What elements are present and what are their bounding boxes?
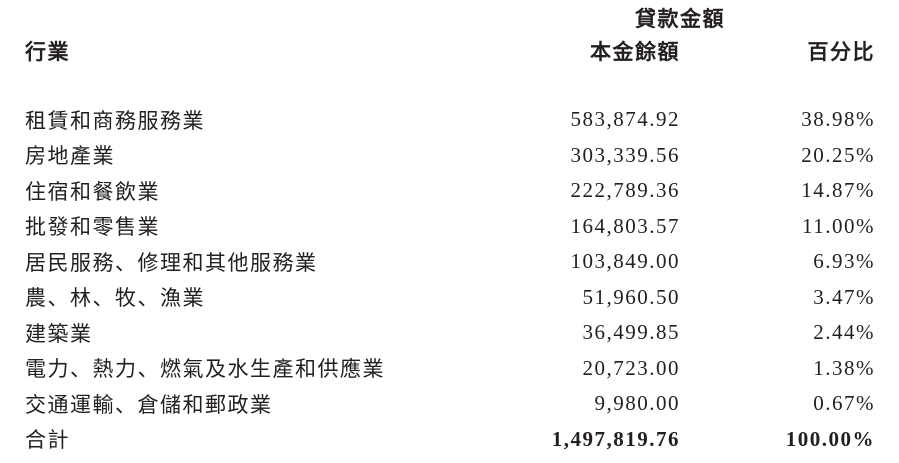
principal-cell: 583,874.92 <box>570 107 680 132</box>
percentage-cell: 38.98% <box>801 107 875 132</box>
column-header-principal: 本金餘額 <box>590 40 680 64</box>
principal-cell: 164,803.57 <box>570 213 680 238</box>
percentage-cell: 20.25% <box>801 142 875 167</box>
table-row: 住宿和餐飲業 222,789.36 14.87% <box>25 173 875 209</box>
table-row: 交通運輸、倉儲和郵政業 9,980.00 0.67% <box>25 386 875 422</box>
header-body-gap <box>25 66 875 102</box>
column-header-percentage: 百分比 <box>807 40 875 64</box>
principal-cell: 222,789.36 <box>570 178 680 203</box>
table-row: 建築業 36,499.85 2.44% <box>25 315 875 351</box>
industry-cell: 交通運輸、倉儲和郵政業 <box>25 392 273 417</box>
table-row: 批發和零售業 164,803.57 11.00% <box>25 209 875 245</box>
principal-cell: 303,339.56 <box>570 142 680 167</box>
group-header-loan-amount: 貸款金額 <box>635 7 725 31</box>
percentage-cell: 0.67% <box>813 391 875 416</box>
column-header-industry: 行業 <box>25 40 70 64</box>
industry-cell: 批發和零售業 <box>25 215 160 240</box>
table-column-header-row: 行業 本金餘額 百分比 <box>25 36 875 66</box>
industry-cell: 租賃和商務服務業 <box>25 108 205 133</box>
percentage-cell: 11.00% <box>802 213 875 238</box>
table-row: 租賃和商務服務業 583,874.92 38.98% <box>25 102 875 138</box>
industry-cell: 電力、熱力、燃氣及水生產和供應業 <box>25 357 385 382</box>
industry-cell: 房地產業 <box>25 144 115 169</box>
principal-cell: 20,723.00 <box>582 355 680 380</box>
table-group-header-row: 貸款金額 <box>25 0 875 36</box>
percentage-cell: 14.87% <box>801 178 875 203</box>
principal-cell: 36,499.85 <box>582 320 680 345</box>
total-principal-cell: 1,497,819.76 <box>551 426 680 451</box>
table-row: 居民服務、修理和其他服務業 103,849.00 6.93% <box>25 244 875 280</box>
principal-cell: 51,960.50 <box>582 284 680 309</box>
total-percentage-cell: 100.00% <box>785 426 875 451</box>
percentage-cell: 2.44% <box>813 320 875 345</box>
table-row: 房地產業 303,339.56 20.25% <box>25 138 875 174</box>
percentage-cell: 6.93% <box>813 249 875 274</box>
principal-cell: 9,980.00 <box>594 391 680 416</box>
percentage-cell: 3.47% <box>813 284 875 309</box>
industry-cell: 農、林、牧、漁業 <box>25 286 205 311</box>
industry-cell: 居民服務、修理和其他服務業 <box>25 250 318 275</box>
percentage-cell: 1.38% <box>813 355 875 380</box>
table-row: 電力、熱力、燃氣及水生產和供應業 20,723.00 1.38% <box>25 351 875 387</box>
total-label: 合計 <box>25 428 70 453</box>
industry-cell: 住宿和餐飲業 <box>25 179 160 204</box>
table-total-row: 合計 1,497,819.76 100.00% <box>25 422 875 458</box>
principal-cell: 103,849.00 <box>570 249 680 274</box>
table-row: 農、林、牧、漁業 51,960.50 3.47% <box>25 280 875 316</box>
industry-cell: 建築業 <box>25 321 93 346</box>
